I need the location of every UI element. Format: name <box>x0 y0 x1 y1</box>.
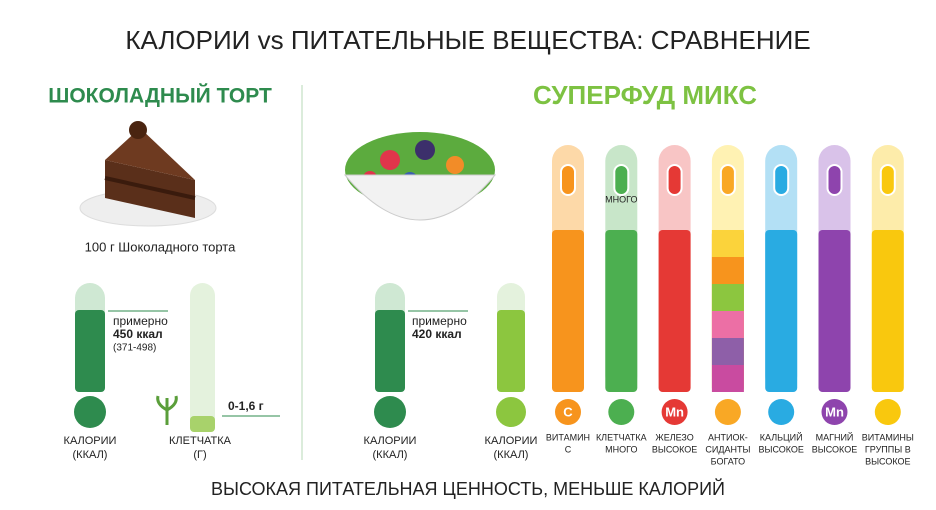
bar-pictogram <box>560 164 576 196</box>
label: ВЫСОКОЕ <box>812 444 857 454</box>
note: (371-498) <box>113 343 156 354</box>
bar-fill <box>75 310 105 392</box>
icon <box>74 396 106 428</box>
icon <box>374 396 406 428</box>
label: (Г) <box>193 449 206 461</box>
icon-text: Mn <box>665 404 684 419</box>
icon <box>874 399 901 425</box>
cake-caption: 100 г Шоколадного торта <box>85 239 236 254</box>
footer: ВЫСОКАЯ ПИТАТЕЛЬНАЯ ЦЕННОСТЬ, МЕНЬШЕ КАЛ… <box>211 478 725 499</box>
icon <box>661 399 688 425</box>
bar-band <box>711 284 744 311</box>
label: ВИТАМИНЫ <box>862 432 914 442</box>
leaf-icon <box>156 395 178 425</box>
bar-fill <box>658 230 691 392</box>
label: С <box>565 444 572 454</box>
bar-pictogram <box>666 164 683 196</box>
bar-band <box>711 338 744 365</box>
icon-text: C <box>563 404 573 419</box>
bar-pictogram <box>879 164 896 196</box>
bar-track <box>190 283 215 432</box>
bar-pictogram <box>826 164 843 196</box>
bar-fill <box>375 310 405 392</box>
note: примерно <box>113 314 168 328</box>
label: (ККАЛ) <box>73 449 108 461</box>
bar-band <box>711 311 744 338</box>
note: примерно <box>412 314 467 328</box>
note: 0-1,6 г <box>228 399 264 413</box>
label: ВЫСОКОЕ <box>652 444 697 454</box>
bowl <box>343 132 497 221</box>
label: СИДАНТЫ <box>705 444 750 454</box>
title: КАЛОРИИ vs ПИТАТЕЛЬНЫЕ ВЕЩЕСТВА: СРАВНЕН… <box>125 25 810 55</box>
bar-band <box>711 257 744 284</box>
bar-pictogram <box>613 164 630 196</box>
icon <box>496 397 526 427</box>
bar-band <box>711 230 744 257</box>
label: КЛЕТЧАТКА <box>596 432 647 442</box>
label: ВЫСОКОЕ <box>758 444 803 454</box>
icon-text: Mn <box>825 404 844 419</box>
label: КАЛОРИИ <box>364 435 417 447</box>
label: (ККАЛ) <box>494 449 529 461</box>
bar-fill <box>552 230 584 392</box>
note: 420 ккал <box>412 327 462 341</box>
label: КАЛЬЦИЙ <box>760 431 803 442</box>
label: КЛЕТЧАТКА <box>169 435 232 447</box>
bar-pictogram <box>719 164 736 196</box>
icon <box>555 399 581 425</box>
label: ВЫСОКОЕ <box>865 456 910 466</box>
icon <box>608 399 635 425</box>
cake <box>79 121 217 227</box>
label: БОГАТО <box>711 456 745 466</box>
label: МНОГО <box>605 444 637 454</box>
left-heading: ШОКОЛАДНЫЙ ТОРТ <box>48 84 272 108</box>
label: ЖЕЛЕЗО <box>655 432 693 442</box>
bar-text: МНОГО <box>605 194 637 204</box>
bar-fill <box>765 230 798 392</box>
right-heading: СУПЕРФУД МИКС <box>533 80 757 110</box>
bar-band <box>711 365 744 392</box>
label: ГРУППЫ В <box>865 444 911 454</box>
bar-fill <box>818 230 851 392</box>
label: АНТИОК- <box>708 432 748 442</box>
label: КАЛОРИИ <box>64 435 117 447</box>
label: КАЛОРИИ <box>485 435 538 447</box>
label: МАГНИЙ <box>816 431 854 442</box>
note: 450 ккал <box>113 327 163 341</box>
icon <box>714 399 741 425</box>
label: ВИТАМИН <box>546 432 590 442</box>
icon <box>768 399 795 425</box>
bar-fill <box>497 310 525 392</box>
label: (ККАЛ) <box>373 449 408 461</box>
bar-pictogram <box>773 164 790 196</box>
bar-fill <box>871 230 904 392</box>
bar-fill <box>605 230 638 392</box>
icon <box>821 399 848 425</box>
bar-fill <box>190 416 215 432</box>
